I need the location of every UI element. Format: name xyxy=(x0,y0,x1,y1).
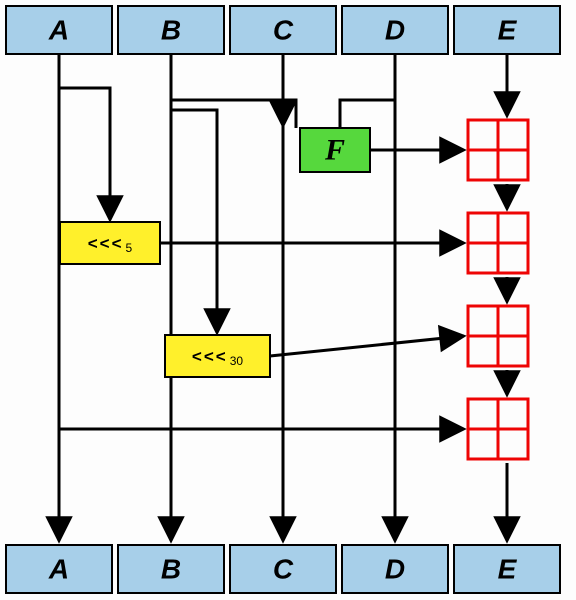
bottom_row-label-c: C xyxy=(273,554,294,585)
bottom_row-label-a: A xyxy=(48,554,69,585)
top_row-label-e: E xyxy=(498,15,518,46)
f-function-label: F xyxy=(324,134,345,167)
top_row-label-b: B xyxy=(161,15,181,46)
bottom_row-label-b: B xyxy=(161,554,181,585)
top_row-label-d: D xyxy=(385,15,405,46)
top_row-label-a: A xyxy=(48,15,69,46)
top_row-label-c: C xyxy=(273,15,294,46)
bottom_row-label-e: E xyxy=(498,554,518,585)
bottom_row-label-d: D xyxy=(385,554,405,585)
canvas-bg xyxy=(0,0,576,600)
